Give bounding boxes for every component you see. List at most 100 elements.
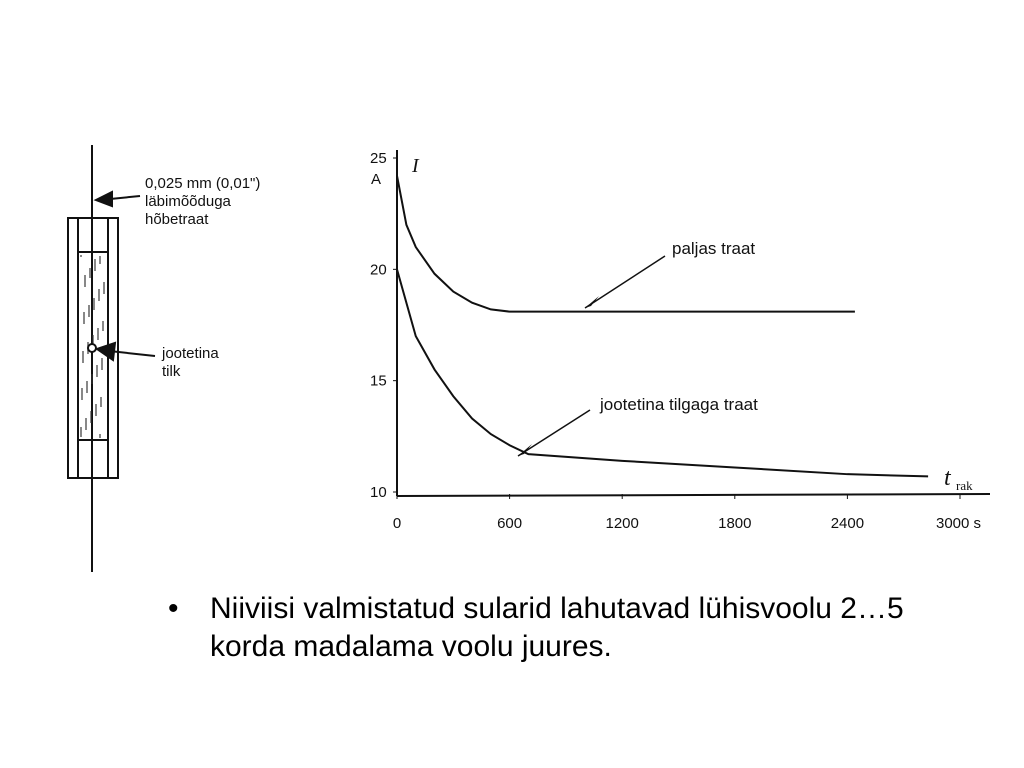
speck [84,275,86,277]
speck [93,300,95,302]
speck [81,394,83,396]
speck [102,327,104,329]
speck [93,298,95,300]
speck [88,309,90,311]
speck [97,332,99,334]
speck [80,431,82,433]
speck [86,391,88,393]
speck [80,435,82,437]
speck [91,376,93,378]
leader-head [518,444,532,456]
speck [98,299,100,301]
speck [89,276,91,278]
bullet-text: Niiviisi valmistatud sularid lahutavad l… [210,592,904,663]
x-tick-label: 3000 s [936,515,981,532]
y-tick-label: 10 [370,484,387,501]
fuse-diagram [67,145,156,572]
speck [91,380,93,382]
leader-head [585,296,599,308]
speck [80,427,82,429]
speck [93,308,95,310]
speck [91,374,93,376]
speck [85,426,87,428]
speck [92,341,94,343]
speck [95,414,97,416]
speck [102,321,104,323]
speck [90,411,92,413]
speck [103,284,105,286]
speck [86,387,88,389]
speck [81,396,83,398]
speck [94,265,96,267]
series-label: jootetina tilgaga traat [599,395,758,414]
speck [85,424,87,426]
speck [95,408,97,410]
speck [88,313,90,315]
leader [584,255,666,309]
speck [99,258,101,260]
speck [83,314,85,316]
arrow-head [93,190,113,208]
drop-label: jootetina [161,345,219,362]
speck [84,285,86,287]
speck [82,351,84,353]
speck [94,269,96,271]
solder-drop [87,343,97,353]
speck [97,338,99,340]
speck [81,398,83,400]
speck [82,361,84,363]
line-series [396,269,929,478]
speck [96,365,98,367]
speck [101,362,103,364]
x-label: t [944,465,952,491]
y-unit: A [371,171,381,188]
speck [85,428,87,430]
x-label-sub: rak [956,478,973,493]
speck [89,268,91,270]
speck [91,382,93,384]
speck [82,357,84,359]
speck [90,417,92,419]
speck [90,415,92,417]
speck [84,279,86,281]
speck [81,388,83,390]
speck [102,329,104,331]
speck [88,307,90,309]
speck [83,320,85,322]
speck [86,385,88,387]
speck [82,355,84,357]
fuse-body [67,217,119,479]
speck [89,270,91,272]
speck [92,337,94,339]
speck [94,261,96,263]
arrow-head [94,341,117,362]
speck [100,397,102,399]
wire-label: läbimõõduga [145,193,232,210]
speck [92,339,94,341]
wire-label: hõbetraat [145,211,209,228]
speck [98,291,100,293]
speck [95,410,97,412]
speck [97,328,99,330]
speck [103,286,105,288]
x-tick-label: 600 [497,515,522,532]
speck [84,283,86,285]
speck [93,302,95,304]
speck [101,358,103,360]
x-axis [396,493,991,497]
speck [86,389,88,391]
speck [90,413,92,415]
speck [83,316,85,318]
speck [88,311,90,313]
speck [93,304,95,306]
speck [82,359,84,361]
speck [81,392,83,394]
y-tick-label: 15 [370,373,387,390]
speck [80,433,82,435]
speck [98,295,100,297]
speck [95,412,97,414]
speck [91,378,93,380]
speck [100,403,102,405]
speck [86,383,88,385]
